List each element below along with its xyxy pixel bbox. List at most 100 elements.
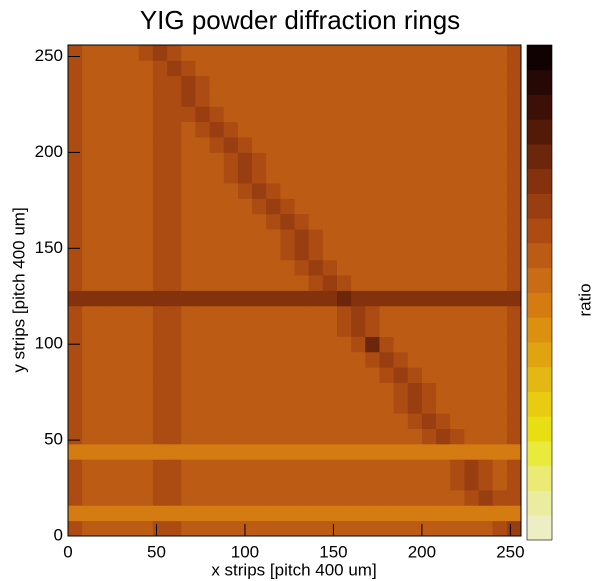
heatmap-cell bbox=[68, 213, 83, 230]
heatmap-cell bbox=[478, 60, 494, 77]
heatmap-cell bbox=[252, 367, 267, 383]
heatmap-cell bbox=[209, 351, 225, 368]
heatmap-cell bbox=[464, 459, 479, 476]
heatmap-cell bbox=[237, 213, 253, 230]
heatmap-cell bbox=[181, 183, 196, 199]
heatmap-cell bbox=[478, 213, 494, 230]
heatmap-cell bbox=[407, 336, 423, 353]
heatmap-cell bbox=[506, 106, 522, 123]
heatmap-cell bbox=[209, 60, 225, 77]
heatmap-cell bbox=[436, 198, 451, 215]
heatmap-cell bbox=[252, 167, 267, 184]
heatmap-cell bbox=[379, 106, 394, 123]
heatmap-cell bbox=[237, 167, 253, 184]
heatmap-cell bbox=[492, 505, 508, 522]
heatmap-cell bbox=[407, 275, 423, 291]
heatmap-cell bbox=[266, 474, 281, 491]
heatmap-cell bbox=[506, 259, 522, 276]
heatmap-cell bbox=[181, 459, 196, 476]
heatmap-cell bbox=[450, 91, 465, 107]
heatmap-cell bbox=[152, 91, 168, 107]
colorbar-frame bbox=[526, 44, 553, 541]
heatmap-cell bbox=[209, 489, 225, 506]
heatmap-cell bbox=[478, 336, 494, 353]
heatmap-cell bbox=[464, 382, 479, 399]
y-tick-label: 150 bbox=[35, 238, 63, 257]
heatmap-cell bbox=[181, 505, 196, 522]
heatmap-cell bbox=[96, 121, 111, 138]
heatmap-cell bbox=[336, 505, 352, 522]
heatmap-cell bbox=[195, 75, 210, 92]
heatmap-cell bbox=[124, 198, 140, 215]
heatmap-cell bbox=[181, 397, 196, 414]
heatmap-cell bbox=[322, 428, 338, 445]
heatmap-cell bbox=[379, 321, 394, 337]
heatmap-cell bbox=[68, 321, 83, 337]
heatmap-cell bbox=[294, 45, 310, 61]
heatmap-cell bbox=[124, 60, 140, 77]
heatmap-cell bbox=[181, 351, 196, 368]
heatmap-cell bbox=[421, 167, 437, 184]
heatmap-cell bbox=[68, 106, 83, 123]
heatmap-cell bbox=[82, 213, 97, 230]
heatmap-cell bbox=[138, 152, 154, 169]
heatmap-cell bbox=[294, 489, 310, 506]
heatmap-cell bbox=[124, 137, 140, 153]
heatmap-cell bbox=[506, 321, 522, 337]
heatmap-cell bbox=[280, 259, 295, 276]
heatmap-cell bbox=[195, 336, 210, 353]
heatmap-cell bbox=[152, 520, 168, 537]
heatmap-cell bbox=[492, 198, 508, 215]
heatmap-cell bbox=[393, 167, 409, 184]
heatmap-cell bbox=[110, 428, 126, 445]
heatmap-cell bbox=[393, 259, 409, 276]
heatmap-cell bbox=[266, 167, 281, 184]
heatmap-cell bbox=[152, 229, 168, 245]
heatmap-cell bbox=[237, 152, 253, 169]
heatmap-cell bbox=[280, 198, 295, 215]
heatmap-cell bbox=[96, 367, 111, 383]
heatmap-cell bbox=[464, 229, 479, 245]
heatmap-cell bbox=[322, 213, 338, 230]
heatmap-cell bbox=[237, 413, 253, 429]
heatmap-cell bbox=[280, 474, 295, 491]
heatmap-cell bbox=[209, 275, 225, 291]
heatmap-cell bbox=[209, 244, 225, 261]
heatmap-cell bbox=[379, 489, 394, 506]
heatmap-cell bbox=[464, 290, 479, 307]
heatmap-cell bbox=[138, 213, 154, 230]
heatmap-cell bbox=[167, 121, 182, 138]
heatmap-cell bbox=[322, 229, 338, 245]
heatmap-cell bbox=[223, 167, 239, 184]
heatmap-cell bbox=[96, 290, 111, 307]
heatmap-cell bbox=[308, 505, 324, 522]
heatmap-cell bbox=[223, 137, 239, 153]
heatmap-cell bbox=[138, 489, 154, 506]
heatmap-cell bbox=[152, 290, 168, 307]
heatmap-cell bbox=[308, 367, 324, 383]
heatmap-cell bbox=[478, 459, 494, 476]
heatmap-cell bbox=[195, 106, 210, 123]
heatmap-cell bbox=[464, 183, 479, 199]
heatmap-cell bbox=[492, 167, 508, 184]
heatmap-cell bbox=[294, 382, 310, 399]
heatmap-cell bbox=[209, 152, 225, 169]
heatmap-cell bbox=[152, 321, 168, 337]
heatmap-cell bbox=[393, 229, 409, 245]
colorbar-band bbox=[527, 45, 552, 71]
heatmap-cell bbox=[478, 229, 494, 245]
y-axis-label: y strips [pitch 400 um] bbox=[9, 207, 28, 372]
heatmap-cell bbox=[68, 397, 83, 414]
heatmap-cell bbox=[124, 413, 140, 429]
heatmap-cell bbox=[436, 259, 451, 276]
heatmap-cell bbox=[138, 459, 154, 476]
heatmap-cell bbox=[223, 213, 239, 230]
heatmap-cell bbox=[252, 259, 267, 276]
heatmap-cell bbox=[393, 75, 409, 92]
heatmap-cell bbox=[478, 321, 494, 337]
heatmap-cell bbox=[478, 75, 494, 92]
heatmap-cell bbox=[365, 489, 380, 506]
heatmap-cell bbox=[181, 213, 196, 230]
heatmap-cell bbox=[407, 229, 423, 245]
